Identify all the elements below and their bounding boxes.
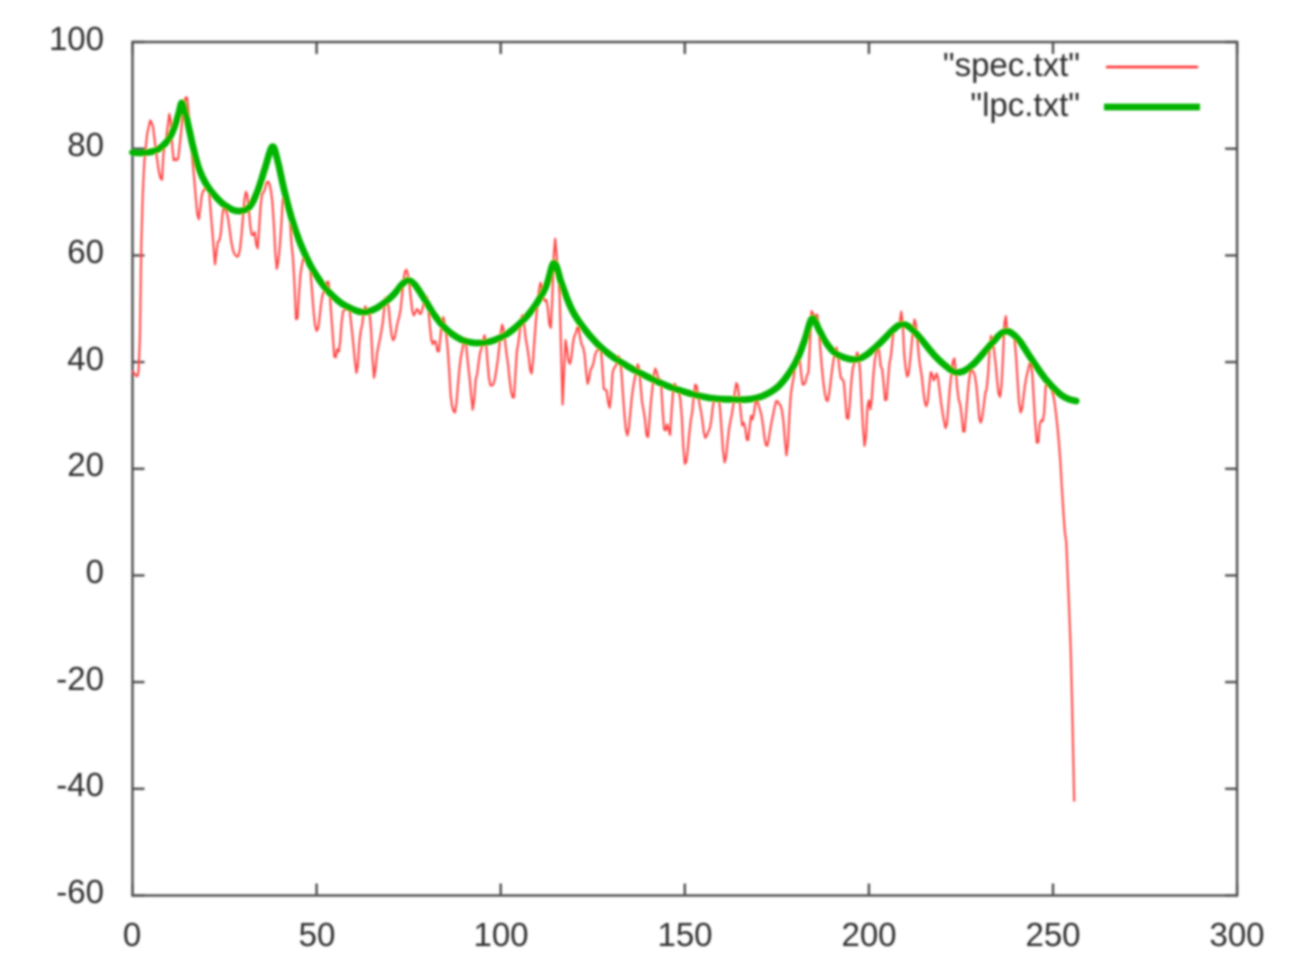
svg-text:-60: -60 (56, 873, 104, 910)
svg-text:0: 0 (86, 553, 104, 590)
svg-text:100: 100 (473, 916, 528, 953)
svg-text:200: 200 (841, 916, 896, 953)
svg-text:300: 300 (1209, 916, 1264, 953)
svg-text:-20: -20 (56, 660, 104, 697)
svg-text:100: 100 (49, 20, 104, 57)
svg-text:150: 150 (657, 916, 712, 953)
svg-text:-40: -40 (56, 766, 104, 803)
svg-text:250: 250 (1025, 916, 1080, 953)
svg-text:"spec.txt": "spec.txt" (943, 46, 1080, 83)
svg-text:40: 40 (67, 340, 104, 377)
svg-text:60: 60 (67, 233, 104, 270)
svg-text:20: 20 (67, 446, 104, 483)
svg-text:"lpc.txt": "lpc.txt" (970, 86, 1080, 123)
svg-text:80: 80 (67, 126, 104, 163)
svg-text:0: 0 (123, 916, 141, 953)
svg-text:50: 50 (299, 916, 336, 953)
